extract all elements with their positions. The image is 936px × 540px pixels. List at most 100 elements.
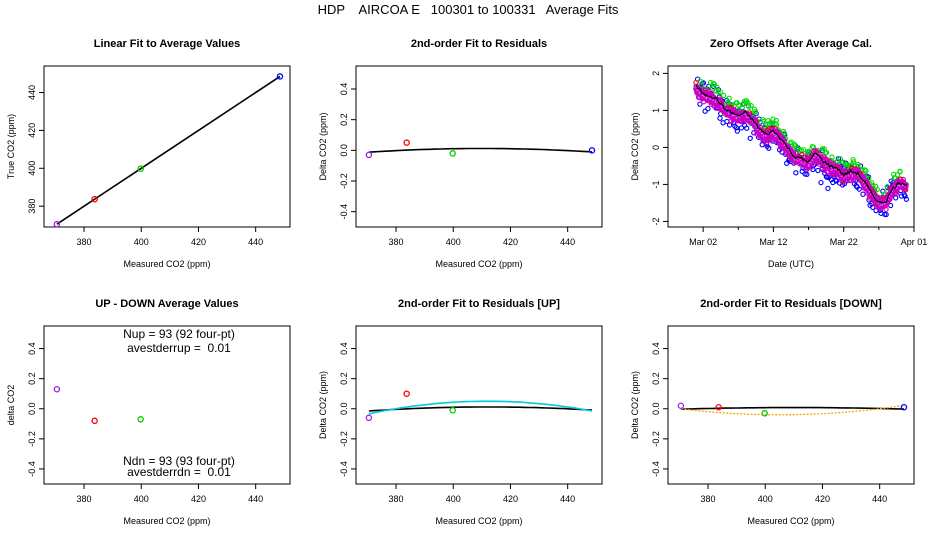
- annotation-ndn: Ndn = 93 (93 four-pt): [123, 454, 235, 468]
- x-tick-label: 400: [134, 237, 149, 247]
- y-tick-label: -0.2: [339, 431, 349, 447]
- zero-offset-point: [697, 101, 703, 107]
- zero-offset-point: [745, 103, 752, 109]
- x-tick-label: 380: [701, 494, 716, 504]
- chart-up-down: UP - DOWN Average Values 380 400 420 440 -0.4…: [6, 298, 291, 526]
- x-tick-label: 400: [446, 237, 461, 247]
- x-tick-label: 440: [248, 494, 263, 504]
- x-tick-label: 420: [815, 494, 830, 504]
- zero-offset-point: [860, 191, 866, 197]
- x-tick-label: 380: [77, 237, 92, 247]
- chart-title: Zero Offsets After Average Cal.: [710, 38, 872, 50]
- x-tick-label: 420: [503, 237, 518, 247]
- x-tick-label: 400: [446, 494, 461, 504]
- chart-residuals-down: 2nd-order Fit to Residuals [DOWN] 380 400 4…: [630, 298, 915, 526]
- y-tick-label: 0.2: [27, 372, 37, 385]
- zero-offset-point: [818, 179, 824, 186]
- x-tick-label: Mar 12: [759, 237, 787, 247]
- x-tick-label: 440: [248, 237, 263, 247]
- zero-offset-point: [717, 89, 724, 95]
- annotation-nup: Nup = 93 (92 four-pt): [123, 327, 235, 341]
- y-tick-label: 0.4: [339, 83, 349, 96]
- zero-offset-point: [855, 161, 861, 167]
- zero-offset-point: [726, 95, 732, 101]
- fit-curve-up: [368, 400, 593, 415]
- y-tick-label: -2: [651, 217, 661, 225]
- zero-offset-point: [793, 170, 799, 176]
- zero-offset-point: [714, 84, 720, 90]
- chart-title: 2nd-order Fit to Residuals [UP]: [398, 298, 560, 310]
- zero-offset-point: [752, 108, 759, 115]
- fit-line: [56, 75, 281, 225]
- annotation-avestderrdn: avestderrdn = 0.01: [127, 465, 231, 479]
- x-axis-label: Measured CO2 (ppm): [123, 516, 210, 526]
- chart-residuals-fit: 2nd-order Fit to Residuals 380 400 420 440 -0…: [318, 38, 603, 269]
- x-axis-label: Measured CO2 (ppm): [435, 516, 522, 526]
- y-tick-label: -0.2: [339, 173, 349, 189]
- zero-offset-point: [738, 125, 745, 131]
- y-tick-label: 420: [27, 123, 37, 138]
- fit-curve: [368, 147, 593, 153]
- chart-residuals-up: 2nd-order Fit to Residuals [UP] 380 400 420…: [318, 298, 603, 526]
- y-tick-label: -1: [651, 180, 661, 188]
- data-point: [761, 410, 768, 417]
- y-axis-label: Delta CO2 (ppm): [318, 371, 328, 439]
- zero-offset-point: [883, 211, 889, 218]
- chart-zero-offsets: Zero Offsets After Average Cal. Mar 02 Mar…: [630, 38, 928, 269]
- zero-offset-point: [894, 172, 901, 178]
- plot-frame: [43, 65, 291, 228]
- fit-curve: [368, 406, 593, 412]
- zero-offset-point: [893, 195, 899, 201]
- y-axis-label: True CO2 (ppm): [6, 114, 16, 179]
- y-tick-label: 0.4: [27, 342, 37, 355]
- data-point: [403, 390, 410, 397]
- data-point: [53, 385, 61, 393]
- y-tick-label: 400: [27, 161, 37, 176]
- y-tick-label: 0.4: [651, 342, 661, 355]
- data-point: [900, 404, 908, 411]
- y-tick-label: 2: [651, 71, 661, 76]
- zero-offset-point: [739, 104, 745, 111]
- y-tick-label: 0.2: [651, 372, 661, 385]
- zero-offset-point: [819, 146, 826, 152]
- zero-offset-point: [766, 145, 772, 151]
- x-axis-label: Measured CO2 (ppm): [435, 259, 522, 269]
- data-point: [588, 147, 596, 154]
- y-axis-label: Delta CO2 (ppm): [630, 112, 640, 180]
- zero-offset-point: [863, 168, 869, 174]
- zero-offset-point: [898, 193, 905, 199]
- zero-offset-point: [829, 154, 835, 160]
- page-title: HDP AIRCOA E 100301 to 100331 Average Fi…: [317, 2, 619, 17]
- y-tick-label: 380: [27, 199, 37, 214]
- y-tick-label: -0.4: [27, 461, 37, 477]
- plot-frame: [667, 325, 915, 485]
- data-point: [449, 150, 456, 157]
- chart-linear-fit: Linear Fit to Average Values 380 400 420 440…: [6, 38, 291, 269]
- zero-offset-point: [747, 135, 753, 141]
- zero-offset-point: [745, 100, 751, 106]
- zero-offset-point: [806, 148, 812, 154]
- fit-curve-down: [680, 404, 905, 416]
- zero-offset-mean-line: [695, 84, 908, 204]
- y-tick-label: 0: [651, 145, 661, 150]
- zero-offset-point: [748, 103, 754, 109]
- zero-offset-point: [897, 169, 903, 175]
- y-tick-label: 0.0: [651, 403, 661, 416]
- zero-offset-point: [715, 89, 721, 95]
- y-tick-label: -0.4: [339, 204, 349, 220]
- plot-frame: [355, 65, 603, 228]
- data-point: [276, 73, 284, 80]
- x-tick-label: 420: [191, 237, 206, 247]
- zero-offset-point: [744, 125, 750, 131]
- y-tick-label: 0.0: [339, 144, 349, 157]
- x-tick-label: Mar 22: [830, 237, 858, 247]
- zero-offset-point: [800, 147, 807, 153]
- plot-frame: [355, 325, 603, 485]
- annotation-avestderrup: avestderrup = 0.01: [127, 341, 231, 355]
- fit-curve: [680, 406, 905, 410]
- chart-title: 2nd-order Fit to Residuals: [411, 38, 547, 50]
- x-tick-label: Apr 01: [901, 237, 928, 247]
- y-tick-label: 0.4: [339, 342, 349, 355]
- y-axis-label: Delta CO2 (ppm): [630, 371, 640, 439]
- data-point: [715, 404, 722, 411]
